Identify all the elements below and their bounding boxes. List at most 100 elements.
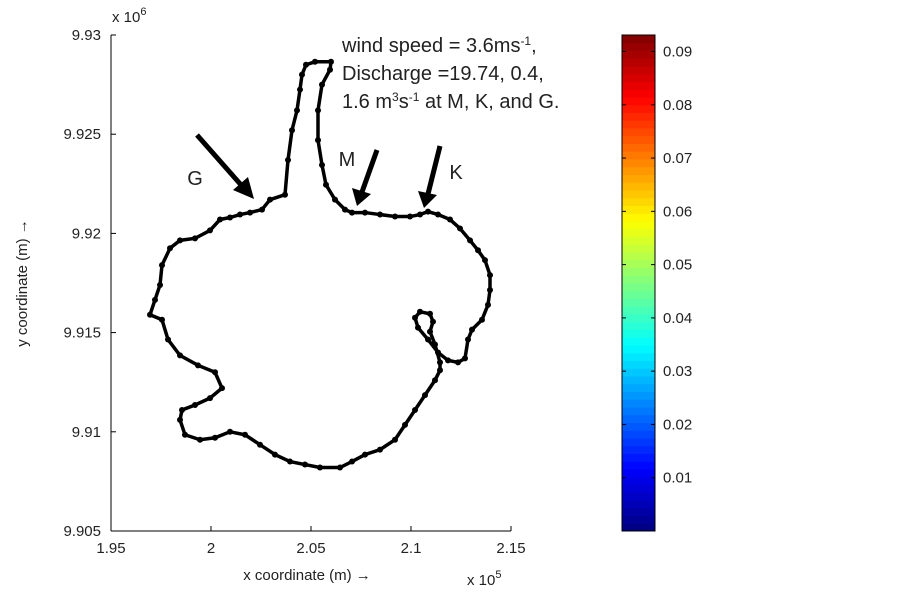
boundary-point bbox=[328, 58, 334, 65]
annotation: 1.6 m3s-1 at M, K, and G. bbox=[342, 90, 559, 113]
colorbar-cell bbox=[622, 159, 655, 168]
boundary-point bbox=[177, 237, 183, 244]
boundary-point bbox=[165, 336, 171, 343]
y-tick-label: 9.915 bbox=[63, 325, 101, 342]
boundary-point bbox=[303, 61, 309, 68]
colorbar-cell bbox=[622, 368, 655, 377]
annotation-text: 1.6 m bbox=[342, 91, 392, 113]
y-tick-label: 9.91 bbox=[72, 424, 101, 441]
boundary-point bbox=[227, 214, 233, 221]
arrowhead bbox=[352, 188, 371, 206]
multiplier-base: x 10 bbox=[467, 572, 495, 589]
colorbar-tick-label: 0.07 bbox=[663, 150, 692, 167]
boundary-point bbox=[457, 225, 463, 232]
boundary-point bbox=[415, 324, 421, 331]
colorbar-cell bbox=[622, 298, 655, 307]
boundary-point bbox=[447, 216, 453, 223]
boundary-point bbox=[297, 86, 303, 93]
boundary-point bbox=[425, 208, 431, 215]
colorbar-cell bbox=[622, 236, 655, 245]
boundary-point bbox=[167, 245, 173, 252]
annotation: Discharge =19.74, 0.4, bbox=[342, 63, 544, 85]
boundary-point bbox=[445, 357, 451, 364]
colorbar-cell bbox=[622, 407, 655, 416]
annotation-text: , bbox=[531, 35, 537, 57]
boundary-point bbox=[392, 436, 398, 443]
boundary-point bbox=[377, 211, 383, 218]
boundary-point bbox=[177, 416, 183, 423]
y-axis-label: y coordinate (m) → bbox=[14, 219, 31, 347]
colorbar-cell bbox=[622, 205, 655, 214]
boundary-point bbox=[485, 301, 491, 308]
boundary-point bbox=[299, 71, 305, 78]
boundary-point bbox=[349, 209, 355, 216]
boundary-point bbox=[362, 209, 368, 216]
colorbar-frame bbox=[621, 34, 656, 532]
boundary-point bbox=[462, 355, 468, 362]
boundary-point bbox=[217, 216, 223, 223]
site-label: M bbox=[339, 149, 356, 171]
boundary-point bbox=[267, 196, 273, 203]
boundary-point bbox=[302, 461, 308, 468]
multiplier-exponent: 5 bbox=[495, 569, 501, 581]
colorbar-cell bbox=[622, 81, 655, 90]
colorbar-cell bbox=[622, 352, 655, 361]
colorbar-tick-label: 0.05 bbox=[663, 257, 692, 274]
boundary-point bbox=[467, 237, 473, 244]
boundary-point bbox=[207, 227, 213, 234]
colorbar-cell bbox=[622, 492, 655, 501]
boundary-point bbox=[177, 352, 183, 359]
boundary-point bbox=[259, 206, 265, 213]
colorbar-cell bbox=[622, 391, 655, 400]
multiplier-base: x 10 bbox=[112, 9, 140, 26]
boundary-point bbox=[182, 431, 188, 438]
x-axis-label: x coordinate (m) → bbox=[243, 567, 371, 584]
colorbar-cell bbox=[622, 329, 655, 338]
boundary-point bbox=[417, 211, 423, 218]
colorbar-cell bbox=[622, 89, 655, 98]
colorbar-cell bbox=[622, 360, 655, 369]
boundary-point bbox=[342, 206, 348, 213]
boundary-point bbox=[219, 385, 225, 392]
colorbar-cell bbox=[622, 445, 655, 454]
colorbar-cell bbox=[622, 476, 655, 485]
arrow bbox=[425, 145, 443, 195]
boundary-point bbox=[487, 286, 493, 293]
boundary-point bbox=[432, 377, 438, 384]
axis-multiplier: x 105 bbox=[467, 569, 501, 589]
colorbar-tick-label: 0.09 bbox=[663, 44, 692, 61]
boundary-point bbox=[317, 464, 323, 471]
y-tick-label: 9.925 bbox=[63, 126, 101, 143]
boundary-point bbox=[319, 81, 325, 88]
colorbar-cell bbox=[622, 50, 655, 59]
boundary-point bbox=[315, 107, 321, 114]
colorbar-cell bbox=[622, 182, 655, 191]
colorbar-cell bbox=[622, 314, 655, 323]
boundary-point bbox=[257, 441, 263, 448]
colorbar-cell bbox=[622, 306, 655, 315]
y-tick-label: 9.93 bbox=[72, 27, 101, 44]
annotation-text: Discharge =19.74, 0.4, bbox=[342, 63, 544, 85]
x-tick-label: 2.15 bbox=[496, 540, 525, 557]
boundary-point bbox=[192, 235, 198, 242]
colorbar-cell bbox=[622, 190, 655, 199]
boundary-point bbox=[294, 107, 300, 114]
colorbar-cell bbox=[622, 143, 655, 152]
colorbar-cell bbox=[622, 58, 655, 67]
boundary-point bbox=[315, 137, 321, 144]
colorbar-cell bbox=[622, 221, 655, 230]
site-label: K bbox=[449, 162, 463, 184]
annotation-superscript: -1 bbox=[409, 90, 420, 104]
boundary-point bbox=[227, 428, 233, 435]
boundary-point bbox=[417, 308, 423, 315]
boundary-point bbox=[242, 431, 248, 438]
x-tick-label: 1.95 bbox=[96, 540, 125, 557]
colorbar-tick-label: 0.04 bbox=[663, 310, 692, 327]
colorbar-cell bbox=[622, 438, 655, 447]
boundary-point bbox=[482, 257, 488, 264]
colorbar-cell bbox=[622, 430, 655, 439]
annotation-superscript: -1 bbox=[520, 34, 531, 48]
boundary-point bbox=[362, 451, 368, 458]
boundary-point bbox=[289, 127, 295, 134]
